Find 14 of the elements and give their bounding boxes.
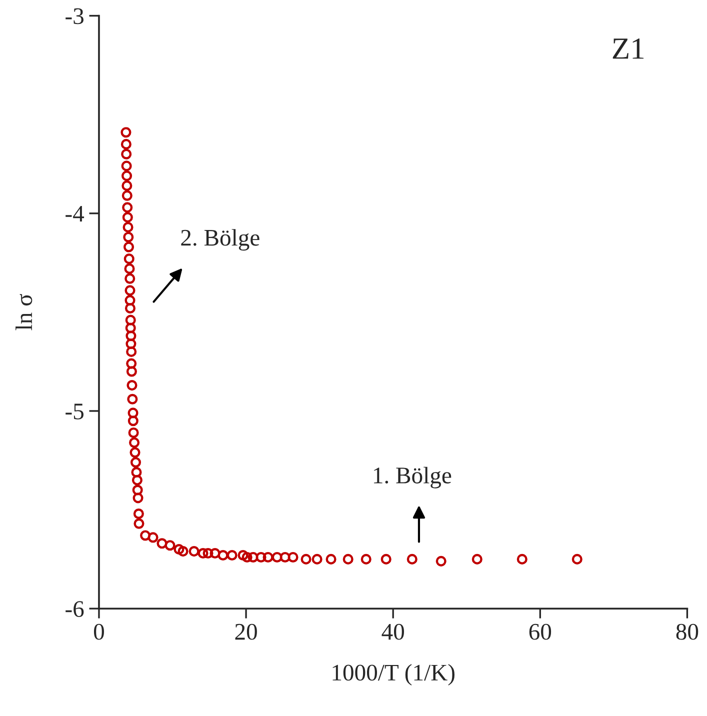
y-tick-label: -4 — [66, 206, 84, 222]
x-tick-label: 40 — [382, 624, 404, 640]
annotation: 1. Bölge — [374, 466, 452, 488]
x-tick-label: 20 — [235, 624, 257, 640]
y-tick-label: -6 — [66, 601, 84, 618]
y-tick-label: -5 — [66, 404, 84, 420]
x-axis-title: 1000/T (1/K) — [332, 664, 454, 686]
annotation: Z1 — [612, 38, 644, 59]
x-tick-label: 0 — [94, 624, 104, 640]
x-tick-label: 80 — [676, 624, 698, 640]
y-tick-label: -3 — [66, 8, 84, 24]
y-axis-title: ln σ — [16, 294, 32, 330]
annotation: 2. Bölge — [181, 229, 260, 251]
x-tick-label: 60 — [529, 624, 552, 640]
